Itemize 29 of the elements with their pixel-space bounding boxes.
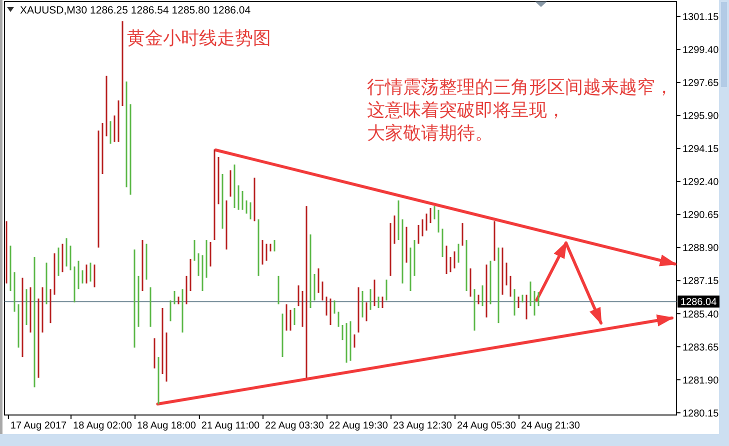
- annotation: 大家敬请期待。: [367, 123, 493, 143]
- chart-subtitle: XAUUSD,M30 1286.25 1286.54 1285.80 1286.04: [20, 4, 251, 16]
- y-tick-label: 1294.15: [682, 144, 720, 156]
- ref-line-label: 1286.04: [678, 296, 720, 308]
- ref-line-label: 1286.04: [680, 297, 718, 308]
- annotation: 行情震荡整理的三角形区间越来越窄，: [367, 77, 673, 97]
- y-tick-label: 1283.65: [682, 342, 720, 354]
- x-tick-label: 18 Aug 18:00: [137, 420, 196, 432]
- annotation: 这意味着突破即将呈现，: [367, 100, 565, 120]
- x-tick-label: 23 Aug 12:30: [393, 420, 452, 432]
- x-tick-label: 17 Aug 2017: [10, 420, 68, 432]
- x-tick-label: 22 Aug 19:30: [329, 420, 388, 432]
- y-tick-label: 1288.90: [682, 243, 720, 254]
- x-tick-label: 18 Aug 02:00: [73, 420, 132, 432]
- y-tick-label: 1292.40: [682, 177, 720, 188]
- x-tick-label: 22 Aug 03:30: [265, 420, 324, 432]
- y-tick-label: 1280.15: [682, 408, 720, 420]
- x-tick-label: 24 Aug 21:30: [521, 420, 580, 432]
- y-tick-label: 1290.65: [682, 210, 720, 222]
- y-tick-label: 1299.40: [682, 45, 720, 56]
- text: 黄金小时线走势图: [127, 28, 271, 48]
- x-tick-label: 21 Aug 11:00: [201, 420, 260, 432]
- y-tick-label: 1295.90: [682, 111, 720, 122]
- y-tick-label: 1301.15: [682, 12, 720, 24]
- x-tick-label: 24 Aug 05:30: [457, 420, 516, 432]
- y-tick-label: 1287.15: [682, 276, 720, 288]
- y-tick-label: 1285.40: [682, 309, 720, 320]
- y-tick-label: 1297.65: [682, 78, 720, 90]
- y-tick-label: 1281.90: [682, 375, 720, 386]
